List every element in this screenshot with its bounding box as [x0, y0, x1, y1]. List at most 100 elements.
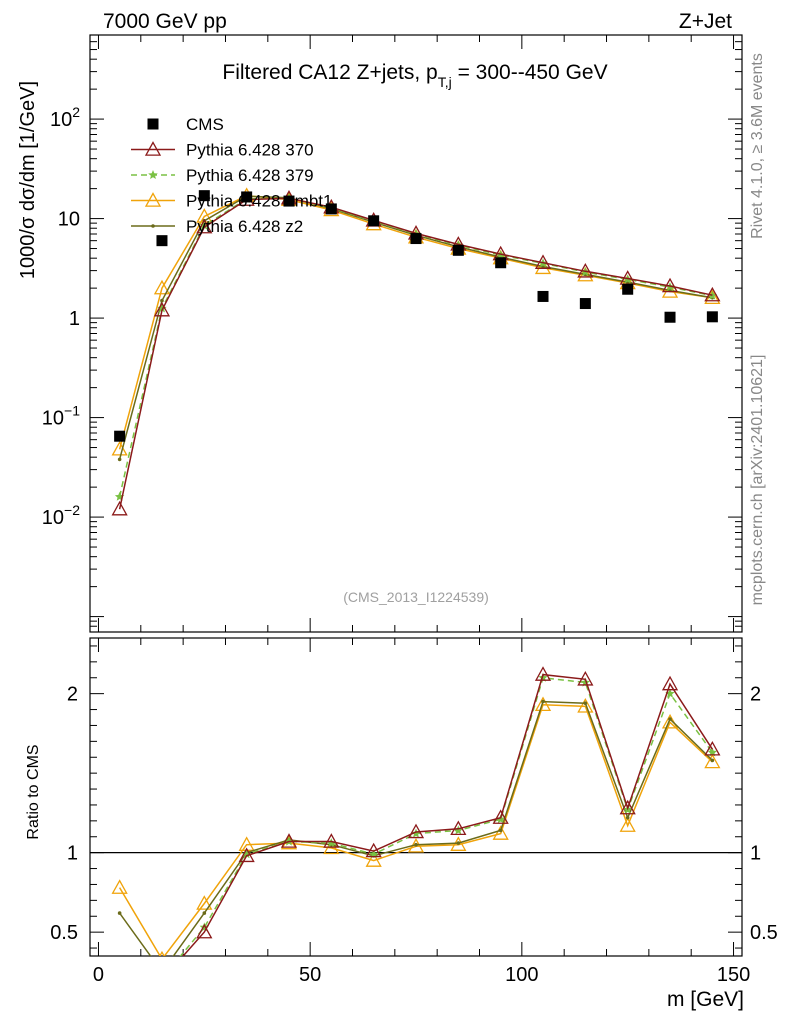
main-point	[661, 277, 679, 293]
analysis-watermark: (CMS_2013_I1224539)	[343, 589, 489, 605]
ratio-y-tick-label-right: 1	[750, 843, 761, 865]
ratio-point	[160, 970, 164, 974]
ratio-point	[665, 688, 675, 698]
cms-data-point	[114, 430, 126, 442]
y-tick-label: 102	[50, 104, 80, 131]
ratio-point	[492, 809, 509, 824]
main-point	[196, 218, 213, 234]
legend-marker	[148, 170, 158, 179]
ratio-point	[583, 701, 588, 705]
process-label: Z+Jet	[679, 10, 732, 33]
rivet-version-label: Rivet 4.1.0, ≥ 3.6M events	[749, 53, 766, 239]
cms-data-point	[325, 203, 337, 215]
ratio-point	[541, 699, 545, 704]
legend-label: Pythia 6.428 z2	[186, 217, 303, 236]
ratio-point	[365, 852, 382, 867]
ratio-point	[450, 820, 467, 836]
axes-layer: 0 50 100 150 102 10 1 10−1 10−2 0.5 0.5 1 1 2 2	[42, 34, 778, 986]
x-axis-label: m [GeV]	[667, 988, 744, 1011]
main-series-group	[111, 187, 721, 516]
legend-marker	[144, 192, 162, 207]
cms-data-point	[368, 215, 380, 227]
ratio-point	[117, 911, 122, 915]
cms-data-point	[537, 290, 549, 302]
cms-data-point	[706, 311, 718, 323]
main-point	[160, 298, 164, 303]
ratio-y-tick-label-right: 2	[750, 684, 761, 706]
ratio-y-tick-label: 1	[67, 843, 78, 865]
ratio-point	[414, 842, 418, 847]
ratio-point	[280, 833, 298, 848]
ratio-point	[238, 847, 255, 863]
ratio-point	[456, 841, 461, 845]
ratio-point	[115, 967, 125, 976]
x-tick-label: 50	[299, 964, 321, 986]
legend-entry: Pythia 6.428 370	[131, 141, 314, 160]
ratio-point	[668, 717, 672, 721]
ratio-y-tick-label: 2	[67, 684, 78, 706]
cms-data-point	[495, 257, 507, 269]
main-line-Pythia-6.428-370	[118, 197, 713, 510]
y-tick-label: 10−2	[42, 502, 80, 529]
legend-label: Pythia 6.428 370	[186, 141, 314, 160]
legend-label: Pythia 6.428 379	[186, 166, 314, 185]
legend-marker	[151, 224, 155, 228]
cms-data-point	[198, 190, 210, 202]
cms-data-point	[156, 235, 168, 247]
ratio-point	[577, 698, 594, 713]
legend-label: Pythia 6.428 ambt1	[186, 192, 332, 211]
ratio-point	[619, 817, 636, 832]
x-tick-label: 150	[717, 964, 750, 986]
main-point	[114, 491, 125, 501]
ratio-point	[411, 828, 421, 838]
cms-data-point	[452, 244, 464, 256]
legend-entry: CMS	[147, 115, 224, 134]
main-point	[157, 303, 167, 313]
main-point	[111, 500, 128, 516]
ratio-point	[498, 828, 503, 833]
ratio-point	[577, 671, 594, 686]
main-y-axis-label: 1000/σ dσ/dm [1/GeV]	[17, 81, 39, 279]
legend-entry: Pythia 6.428 z2	[131, 217, 303, 236]
cms-data-point	[410, 233, 422, 245]
ratio-y-tick-label-right: 0.5	[750, 922, 778, 944]
legend-marker	[144, 141, 162, 156]
ratio-point	[407, 823, 425, 839]
cms-data-point	[283, 195, 295, 207]
main-point	[199, 220, 210, 230]
energy-label: 7000 GeV pp	[103, 10, 227, 33]
ratio-point	[241, 849, 252, 859]
ratio-point	[704, 740, 721, 756]
ratio-series-group	[111, 666, 721, 987]
ratio-point	[710, 758, 715, 763]
cms-data-point	[579, 298, 591, 310]
ratio-y-axis-label: Ratio to CMS	[25, 744, 42, 839]
y-tick-label: 10	[58, 209, 80, 231]
ratio-point	[492, 825, 509, 840]
ratio-point	[326, 838, 337, 848]
ratio-point	[704, 753, 721, 769]
ratio-point	[111, 879, 128, 894]
x-tick-label: 100	[505, 964, 538, 986]
mcplots-reference-label: mcplots.cern.ch [arXiv:2401.10621]	[749, 355, 766, 606]
legend-entry: Pythia 6.428 ambt1	[131, 192, 332, 211]
ratio-point	[625, 815, 630, 820]
main-point	[534, 254, 552, 269]
ratio-point	[157, 973, 167, 982]
y-tick-label: 1	[69, 308, 80, 330]
main-point	[153, 279, 171, 295]
ratio-point	[155, 973, 169, 986]
ratio-point	[159, 950, 165, 956]
ratio-y-tick-label: 0.5	[50, 922, 78, 944]
ratio-point	[365, 842, 382, 858]
main-point	[704, 286, 721, 302]
ratio-line-Pythia-6.428-z2	[118, 700, 713, 956]
ratio-point	[196, 895, 213, 910]
plot-title: Filtered CA12 Z+jets, pT,j = 300--450 Ge…	[222, 61, 607, 90]
ratio-line-Pythia-6.428-370	[182, 673, 714, 956]
ratio-point	[113, 974, 127, 987]
legend: CMS Pythia 6.428 370 Pythia 6.428 379 Pythi…	[131, 115, 332, 236]
legend-marker	[147, 118, 159, 130]
ratio-point	[534, 696, 552, 712]
